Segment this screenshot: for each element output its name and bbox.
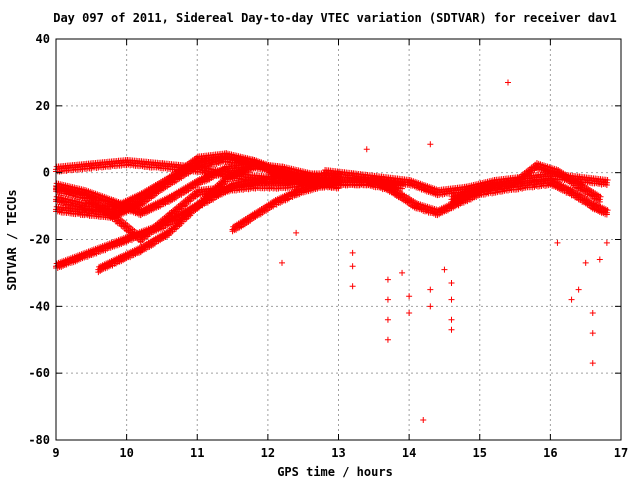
data-point: [384, 336, 391, 343]
data-point: [293, 229, 300, 236]
y-tick-label: -40: [28, 299, 50, 313]
data-point: [420, 416, 427, 423]
data-point: [349, 263, 356, 270]
data-point: [589, 360, 596, 367]
x-tick-label: 13: [331, 446, 345, 460]
data-point: [384, 296, 391, 303]
y-tick-label: -20: [28, 233, 50, 247]
data-point: [575, 286, 582, 293]
data-point: [406, 310, 413, 317]
data-point: [596, 256, 603, 263]
data-point: [603, 239, 610, 246]
y-tick-label: -60: [28, 366, 50, 380]
data-point: [441, 266, 448, 273]
data-point: [406, 293, 413, 300]
data-point: [568, 296, 575, 303]
data-point: [589, 330, 596, 337]
data-point: [349, 249, 356, 256]
x-tick-label: 17: [614, 446, 628, 460]
data-point: [589, 310, 596, 317]
data-point: [349, 283, 356, 290]
x-tick-label: 14: [402, 446, 416, 460]
data-point: [384, 316, 391, 323]
data-point: [582, 259, 589, 266]
chart-title: Day 097 of 2011, Sidereal Day-to-day VTE…: [53, 11, 617, 25]
data-point: [427, 141, 434, 148]
data-points: [53, 79, 611, 423]
data-point: [427, 303, 434, 310]
y-tick-label: 0: [43, 166, 50, 180]
data-point: [448, 326, 455, 333]
data-point: [363, 146, 370, 153]
data-point: [554, 239, 561, 246]
data-point: [505, 79, 511, 86]
data-point: [279, 259, 285, 266]
x-tick-label: 9: [52, 446, 59, 460]
data-point: [427, 286, 434, 293]
x-tick-label: 15: [473, 446, 487, 460]
y-tick-label: -80: [28, 433, 50, 447]
data-point: [399, 269, 406, 276]
x-tick-label: 10: [119, 446, 133, 460]
x-tick-label: 16: [543, 446, 557, 460]
data-point: [448, 279, 455, 286]
data-point: [448, 316, 455, 323]
x-tick-label: 12: [261, 446, 275, 460]
data-point: [384, 276, 391, 283]
data-point: [448, 296, 455, 303]
x-tick-label: 11: [190, 446, 204, 460]
